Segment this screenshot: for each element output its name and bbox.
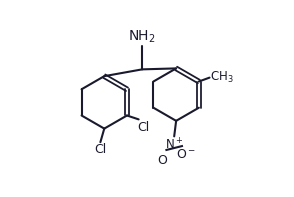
Text: N$^+$: N$^+$	[165, 137, 183, 153]
Text: O: O	[158, 154, 168, 167]
Text: Cl: Cl	[94, 143, 106, 156]
Text: O$^-$: O$^-$	[176, 148, 196, 161]
Text: NH$_2$: NH$_2$	[128, 29, 156, 45]
Text: CH$_3$: CH$_3$	[211, 70, 234, 85]
Text: Cl: Cl	[138, 121, 150, 134]
